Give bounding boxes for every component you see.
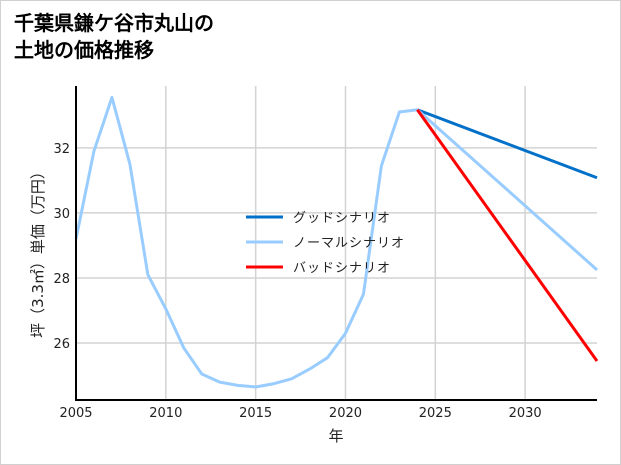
y-tick-label: 28 xyxy=(53,272,70,287)
y-tick-label: 26 xyxy=(53,337,70,352)
chart-title-line-2: 土地の価格推移 xyxy=(14,38,154,62)
x-tick-label: 2020 xyxy=(329,406,362,421)
x-tick-label: 2005 xyxy=(59,406,92,421)
tick-labels: 2005 2010 2015 2020 2025 2030 26 28 30 32 xyxy=(53,142,541,421)
legend-label: グッドシナリオ xyxy=(293,211,391,226)
chart-title: 千葉県鎌ケ谷市丸山の 土地の価格推移 xyxy=(14,10,214,64)
legend-label: ノーマルシナリオ xyxy=(293,236,405,251)
legend-label: バッドシナリオ xyxy=(293,261,391,276)
scenario-line-1 xyxy=(416,108,598,271)
x-tick-label: 2030 xyxy=(509,406,542,421)
historical-price-line xyxy=(74,95,418,389)
grid xyxy=(76,86,597,400)
series-lines xyxy=(74,95,599,389)
scenario-line-0 xyxy=(416,108,598,180)
x-tick-label: 2010 xyxy=(149,406,182,421)
x-tick-label: 2015 xyxy=(239,406,272,421)
chart-title-line-1: 千葉県鎌ケ谷市丸山の xyxy=(14,11,214,35)
y-axis-label: 坪（3.3㎡）単価（万円） xyxy=(29,164,47,338)
scenario-line-2 xyxy=(416,108,599,362)
y-tick-label: 32 xyxy=(53,142,70,157)
x-tick-label: 2025 xyxy=(419,406,452,421)
axes xyxy=(75,86,597,401)
x-axis-label: 年 xyxy=(328,427,343,445)
y-tick-label: 30 xyxy=(53,207,70,222)
